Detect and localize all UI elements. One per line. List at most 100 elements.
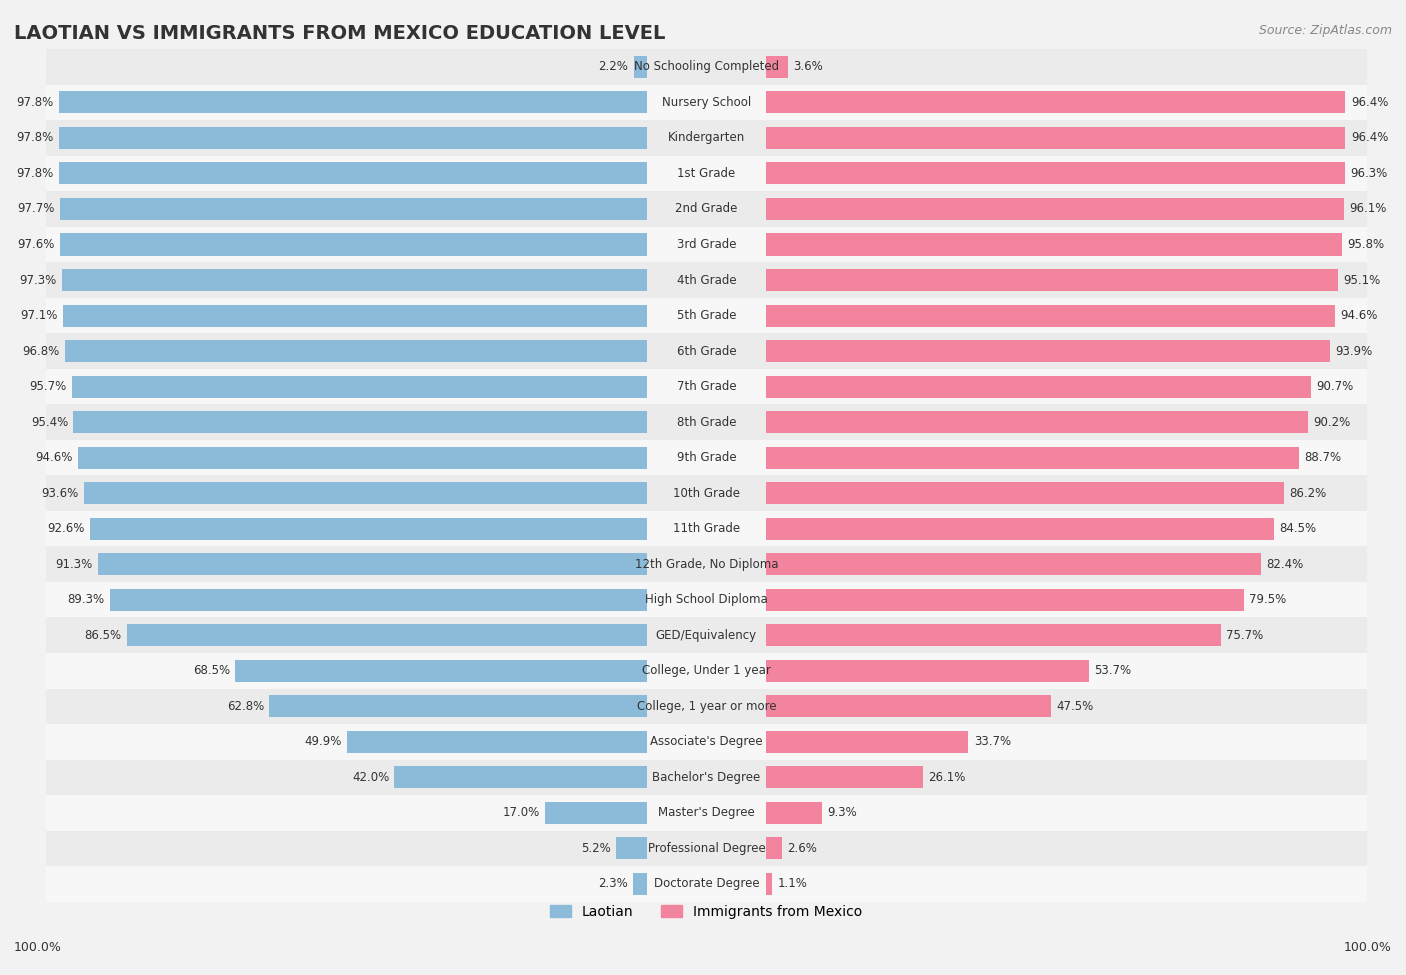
Bar	[46, 369, 1367, 405]
Text: Bachelor's Degree: Bachelor's Degree	[652, 771, 761, 784]
Text: 97.1%: 97.1%	[21, 309, 58, 322]
Bar	[766, 801, 821, 824]
Bar	[766, 553, 1261, 575]
Text: 75.7%: 75.7%	[1226, 629, 1264, 642]
Bar	[46, 333, 1367, 369]
Bar	[766, 695, 1052, 718]
Bar	[72, 375, 647, 398]
Bar	[46, 227, 1367, 262]
Text: 42.0%: 42.0%	[352, 771, 389, 784]
Text: 79.5%: 79.5%	[1249, 593, 1286, 606]
Text: 3rd Grade: 3rd Grade	[676, 238, 737, 251]
Text: 96.3%: 96.3%	[1350, 167, 1388, 180]
Bar	[766, 873, 772, 895]
Text: GED/Equivalency: GED/Equivalency	[655, 629, 756, 642]
Text: 100.0%: 100.0%	[1344, 941, 1392, 954]
Bar	[766, 838, 782, 859]
Bar	[46, 120, 1367, 156]
Text: 95.8%: 95.8%	[1347, 238, 1385, 251]
Bar	[766, 340, 1330, 362]
Bar	[46, 617, 1367, 653]
Bar	[60, 233, 647, 255]
Bar	[616, 838, 647, 859]
Text: 3.6%: 3.6%	[793, 60, 823, 73]
Text: 95.4%: 95.4%	[31, 415, 67, 429]
Text: 17.0%: 17.0%	[502, 806, 540, 819]
Text: 53.7%: 53.7%	[1094, 664, 1132, 678]
Text: 86.5%: 86.5%	[84, 629, 121, 642]
Text: Nursery School: Nursery School	[662, 96, 751, 109]
Legend: Laotian, Immigrants from Mexico: Laotian, Immigrants from Mexico	[544, 900, 869, 924]
Bar	[79, 447, 647, 469]
Text: College, Under 1 year: College, Under 1 year	[643, 664, 770, 678]
Text: 47.5%: 47.5%	[1057, 700, 1094, 713]
Bar	[766, 589, 1244, 610]
Text: 88.7%: 88.7%	[1305, 451, 1341, 464]
Text: 100.0%: 100.0%	[14, 941, 62, 954]
Bar	[59, 92, 647, 113]
Text: 9.3%: 9.3%	[827, 806, 856, 819]
Bar	[46, 866, 1367, 902]
Text: 90.7%: 90.7%	[1316, 380, 1354, 393]
Text: 33.7%: 33.7%	[974, 735, 1011, 749]
Bar	[84, 483, 647, 504]
Bar	[110, 589, 647, 610]
Text: 7th Grade: 7th Grade	[676, 380, 737, 393]
Text: 96.4%: 96.4%	[1351, 96, 1388, 109]
Text: 49.9%: 49.9%	[304, 735, 342, 749]
Bar	[347, 731, 647, 753]
Bar	[127, 624, 647, 646]
Bar	[46, 688, 1367, 724]
Bar	[634, 56, 647, 78]
Bar	[235, 660, 647, 682]
Text: 84.5%: 84.5%	[1279, 523, 1316, 535]
Bar	[63, 304, 647, 327]
Bar	[46, 262, 1367, 297]
Bar	[46, 85, 1367, 120]
Text: 62.8%: 62.8%	[226, 700, 264, 713]
Bar	[46, 511, 1367, 546]
Bar	[46, 156, 1367, 191]
Text: 95.7%: 95.7%	[30, 380, 66, 393]
Bar	[46, 476, 1367, 511]
Text: 1.1%: 1.1%	[778, 878, 807, 890]
Text: 97.8%: 97.8%	[17, 96, 53, 109]
Text: 95.1%: 95.1%	[1343, 274, 1381, 287]
Text: 96.4%: 96.4%	[1351, 132, 1388, 144]
Text: 89.3%: 89.3%	[67, 593, 105, 606]
Text: 10th Grade: 10th Grade	[673, 487, 740, 499]
Bar	[46, 191, 1367, 227]
Bar	[46, 760, 1367, 795]
Text: 97.6%: 97.6%	[17, 238, 55, 251]
Bar	[46, 49, 1367, 85]
Bar	[766, 518, 1274, 540]
Bar	[544, 801, 647, 824]
Text: 96.8%: 96.8%	[22, 344, 59, 358]
Bar	[633, 873, 647, 895]
Text: 4th Grade: 4th Grade	[676, 274, 737, 287]
Text: 2nd Grade: 2nd Grade	[675, 203, 738, 215]
Bar	[766, 624, 1220, 646]
Bar	[90, 518, 647, 540]
Bar	[46, 795, 1367, 831]
Text: 91.3%: 91.3%	[55, 558, 93, 570]
Bar	[766, 92, 1346, 113]
Text: 5th Grade: 5th Grade	[676, 309, 737, 322]
Text: 2.2%: 2.2%	[599, 60, 628, 73]
Text: College, 1 year or more: College, 1 year or more	[637, 700, 776, 713]
Bar	[766, 375, 1312, 398]
Text: 68.5%: 68.5%	[193, 664, 229, 678]
Bar	[73, 411, 647, 433]
Bar	[46, 831, 1367, 866]
Text: 12th Grade, No Diploma: 12th Grade, No Diploma	[634, 558, 778, 570]
Text: 96.1%: 96.1%	[1348, 203, 1386, 215]
Text: 26.1%: 26.1%	[928, 771, 966, 784]
Bar	[766, 163, 1346, 184]
Text: 92.6%: 92.6%	[48, 523, 84, 535]
Bar	[46, 724, 1367, 760]
Text: 6th Grade: 6th Grade	[676, 344, 737, 358]
Bar	[395, 766, 647, 789]
Text: Professional Degree: Professional Degree	[648, 841, 765, 855]
Text: High School Diploma: High School Diploma	[645, 593, 768, 606]
Text: 2.6%: 2.6%	[787, 841, 817, 855]
